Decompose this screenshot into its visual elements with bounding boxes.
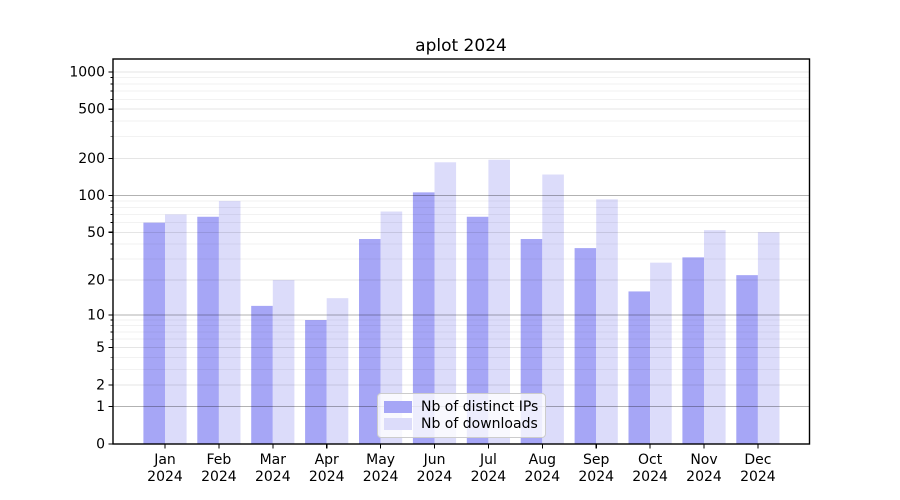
x-tick-label-month: Jan [153, 452, 176, 468]
x-tick-label-month: Jun [423, 452, 446, 468]
bar-downloads-oct [650, 262, 672, 444]
y-tick-label: 0 [96, 437, 105, 453]
bar-downloads-jul [488, 159, 510, 444]
bar-downloads-aug [542, 174, 564, 444]
y-tick-label: 1 [96, 399, 105, 415]
x-tick-label-year: 2024 [578, 469, 614, 485]
plot-border [112, 58, 811, 445]
x-tick-label-year: 2024 [632, 469, 668, 485]
bar-downloads-apr [326, 298, 349, 444]
x-tick-label-month: Feb [207, 452, 232, 468]
x-tick-label-year: 2024 [255, 469, 291, 485]
x-tick-label-month: Jul [479, 452, 497, 468]
x-tick-label-month: May [366, 452, 395, 468]
y-tick-label: 5 [96, 340, 105, 356]
x-tick-label-year: 2024 [201, 469, 237, 485]
legend-swatch-downloads [384, 417, 412, 430]
legend-item-distinct-ips: Nb of distinct IPs [384, 399, 539, 416]
y-tick-label: 1000 [69, 64, 105, 80]
x-tick-label-year: 2024 [740, 469, 776, 485]
y-tick-label: 500 [78, 102, 105, 118]
legend-label-downloads: Nb of downloads [421, 415, 538, 432]
legend-item-downloads: Nb of downloads [384, 415, 538, 433]
y-tick-label: 50 [87, 225, 105, 241]
bar-downloads-jun [434, 162, 457, 445]
bar-downloads-sep [596, 199, 618, 444]
x-tick-label-month: Aug [529, 452, 556, 468]
x-tick-label-year: 2024 [363, 469, 399, 485]
bar-distinct-ips-jan [143, 222, 165, 444]
x-tick-label-month: Mar [260, 452, 287, 468]
bar-distinct-ips-aug [520, 239, 543, 444]
x-tick-label-month: Nov [690, 452, 717, 468]
bar-downloads-dec [757, 232, 780, 444]
x-tick-label-year: 2024 [686, 469, 722, 485]
y-tick-label: 20 [87, 273, 105, 289]
bar-downloads-mar [272, 280, 295, 444]
y-tick-label: 10 [87, 307, 105, 323]
x-tick-label-year: 2024 [147, 469, 183, 485]
x-tick-label-year: 2024 [417, 469, 453, 485]
bar-distinct-ips-nov [682, 257, 704, 444]
bar-downloads-feb [218, 201, 241, 444]
bar-distinct-ips-dec [736, 275, 758, 444]
bar-distinct-ips-sep [574, 248, 597, 444]
x-tick-label-month: Apr [315, 452, 339, 468]
bar-distinct-ips-oct [628, 291, 651, 444]
x-tick-label-year: 2024 [471, 469, 507, 485]
legend-swatch-distinct-ips [384, 401, 412, 414]
legend: Nb of distinct IPs Nb of downloads [377, 393, 546, 438]
x-tick-label-month: Sep [583, 452, 610, 468]
y-tick-label: 200 [78, 151, 105, 167]
bar-downloads-may [380, 211, 403, 444]
bar-distinct-ips-may [359, 239, 381, 444]
x-tick-label-year: 2024 [524, 469, 560, 485]
y-tick-label: 100 [78, 188, 105, 204]
y-tick-label: 2 [96, 377, 105, 393]
legend-label-distinct-ips: Nb of distinct IPs [421, 399, 539, 416]
bar-distinct-ips-jul [466, 216, 489, 444]
bar-downloads-jan [165, 214, 187, 444]
bar-downloads-nov [704, 230, 726, 444]
bar-distinct-ips-feb [197, 216, 219, 444]
x-tick-label-year: 2024 [309, 469, 345, 485]
x-tick-label-month: Oct [638, 452, 663, 468]
x-tick-label-month: Dec [744, 452, 771, 468]
chart-title: aplot 2024 [415, 36, 507, 56]
bar-distinct-ips-mar [251, 305, 273, 444]
bar-distinct-ips-jun [412, 192, 435, 444]
bar-distinct-ips-apr [305, 320, 327, 444]
